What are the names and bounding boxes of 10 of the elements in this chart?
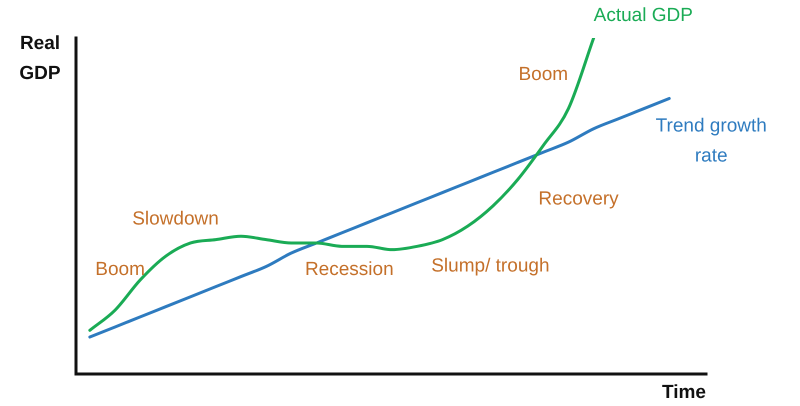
annotation: Boom: [518, 64, 568, 86]
x-axis-title: Time: [662, 382, 706, 404]
annotation: Boom: [95, 259, 145, 280]
annotation: Recovery: [538, 188, 620, 210]
series-label: Trend growth rate: [656, 116, 767, 167]
series-label: Actual GDP: [594, 5, 693, 26]
annotation: Slump/ trough: [431, 256, 550, 277]
annotation: Recession: [304, 259, 394, 280]
y-axis-title: Real GDP: [19, 33, 61, 84]
annotation: Slowdown: [132, 208, 219, 230]
